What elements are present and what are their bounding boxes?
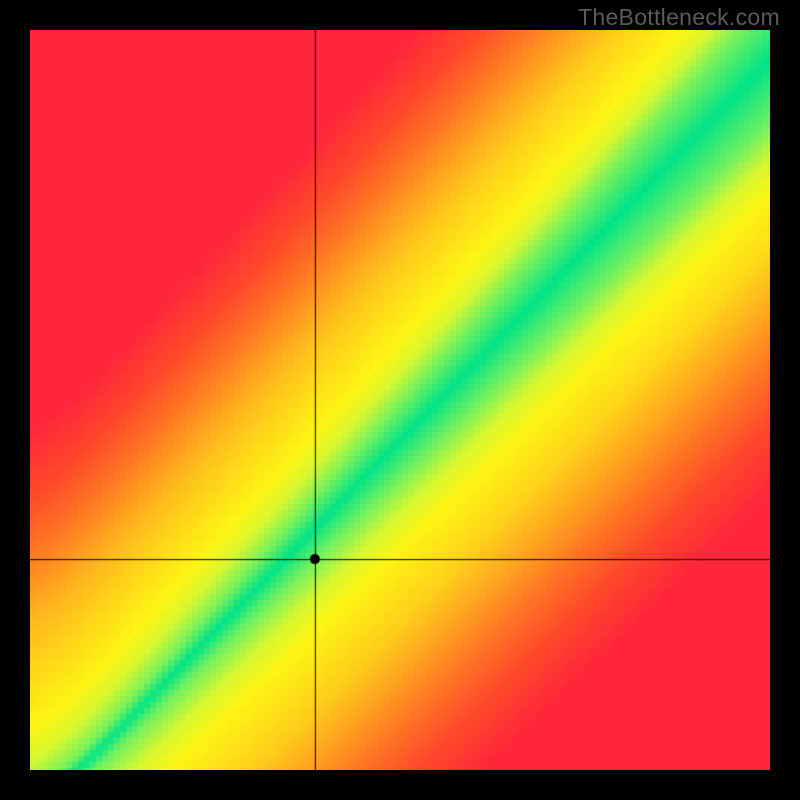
heatmap-canvas [30,30,770,770]
bottleneck-heatmap [30,30,770,770]
watermark-text: TheBottleneck.com [578,4,780,31]
